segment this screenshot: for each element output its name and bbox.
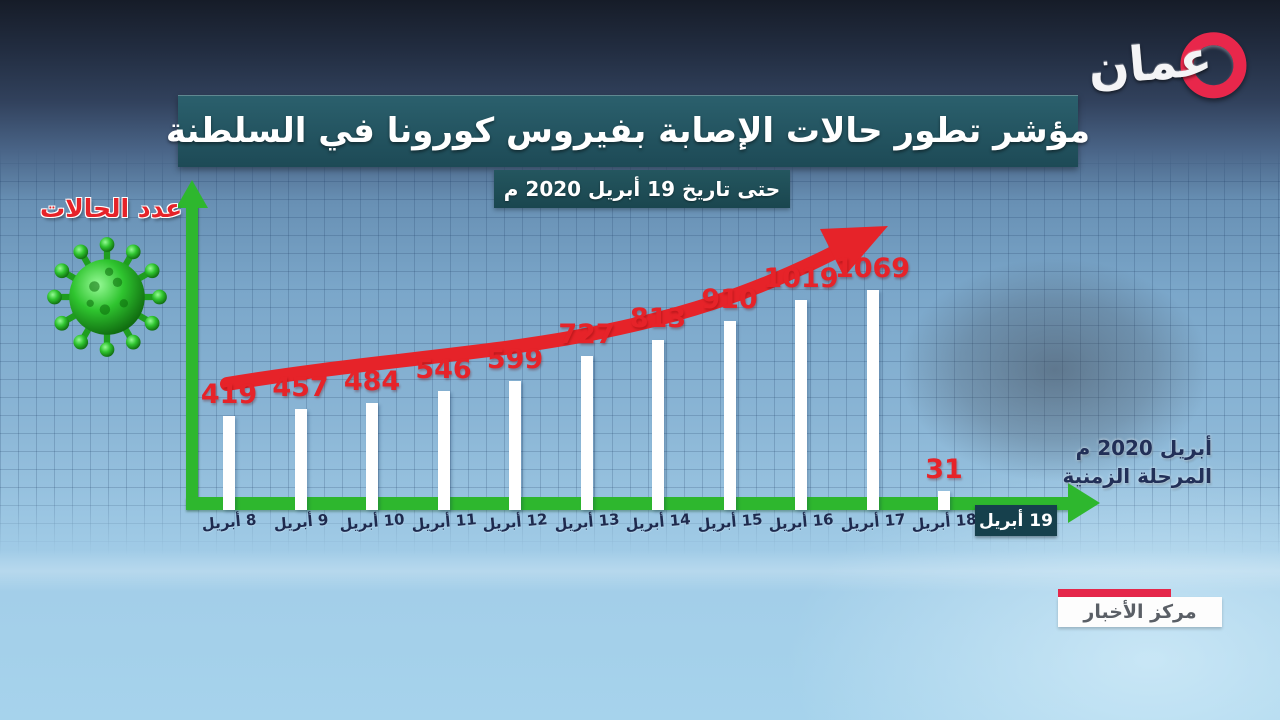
background-shadow-smudge (840, 215, 1270, 525)
bar (509, 381, 521, 510)
background-light-band (0, 550, 1280, 592)
oman-tv-logo: عمان (1085, 13, 1256, 111)
bar (652, 340, 664, 510)
highlighted-date-label: 19 أبريل (979, 510, 1053, 531)
highlighted-date-box: 19 أبريل (975, 505, 1057, 536)
x-axis-title-line2: المرحلة الزمنية (1062, 464, 1212, 488)
chart-subtitle: حتى تاريخ 19 أبريل 2020 م (503, 177, 781, 201)
y-axis-label: عدد الحالات (40, 194, 183, 223)
news-center-red-bar (1058, 589, 1171, 597)
bar (437, 391, 450, 510)
logo-wordmark: عمان (1085, 30, 1215, 98)
bar-value-label: 31 (925, 454, 963, 485)
chart-title: مؤشر تطور حالات الإصابة بفيروس كورونا في… (165, 111, 1091, 151)
bar (366, 403, 378, 510)
bar (223, 416, 235, 510)
news-center-box: مركز الأخبار (1058, 597, 1222, 627)
y-axis-arrowhead-icon (176, 180, 208, 208)
x-axis-line (186, 497, 1074, 510)
bar (294, 409, 307, 510)
coronavirus-icon (47, 237, 167, 357)
bar (723, 321, 736, 510)
x-axis-title-line1: أبريل 2020 م (1075, 436, 1212, 460)
bar-value-label: 1069 (834, 253, 911, 284)
title-banner: مؤشر تطور حالات الإصابة بفيروس كورونا في… (166, 95, 1090, 167)
subtitle-banner: حتى تاريخ 19 أبريل 2020 م (494, 170, 790, 208)
bar (795, 300, 807, 510)
x-axis-arrowhead-icon (1068, 483, 1100, 523)
bar (938, 491, 950, 510)
y-axis-line (186, 204, 198, 510)
bar (580, 356, 593, 510)
news-center-label: مركز الأخبار (1083, 601, 1197, 623)
x-axis-title: أبريل 2020 م المرحلة الزمنية (1000, 434, 1212, 490)
bar (866, 290, 879, 510)
